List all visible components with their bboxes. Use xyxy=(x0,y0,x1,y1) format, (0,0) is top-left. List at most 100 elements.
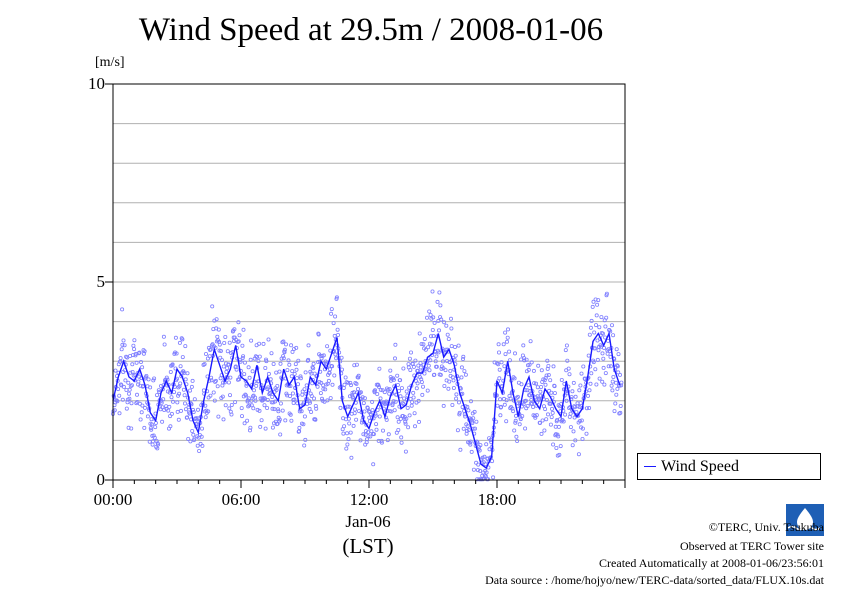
sample-point xyxy=(610,379,615,384)
sample-point xyxy=(600,351,605,356)
sample-point xyxy=(156,442,161,447)
sample-point xyxy=(393,399,398,404)
sample-point xyxy=(459,365,464,370)
sample-point xyxy=(152,376,157,381)
sample-point xyxy=(427,368,432,373)
sample-point xyxy=(203,403,208,408)
sample-point xyxy=(278,361,283,366)
sample-point xyxy=(499,360,504,365)
sample-point xyxy=(217,342,222,347)
sample-point xyxy=(221,364,226,369)
legend-label: Wind Speed xyxy=(661,458,740,475)
credit-site: Observed at TERC Tower site xyxy=(679,539,824,553)
sample-point xyxy=(556,434,561,439)
sample-point xyxy=(306,343,311,348)
sample-point xyxy=(414,386,419,391)
sample-point xyxy=(129,383,134,388)
sample-point xyxy=(344,446,349,451)
sample-point xyxy=(470,420,475,425)
sample-point xyxy=(577,388,582,393)
sample-point xyxy=(124,387,129,392)
sample-point xyxy=(567,414,572,419)
sample-point xyxy=(274,387,279,392)
sample-point xyxy=(515,438,520,443)
sample-point xyxy=(558,444,563,449)
sample-point xyxy=(346,380,351,385)
sample-point xyxy=(449,344,454,349)
sample-point xyxy=(120,307,125,312)
tick-marks xyxy=(105,83,626,488)
sample-point xyxy=(372,388,377,393)
sample-point xyxy=(129,426,134,431)
sample-point xyxy=(257,408,262,413)
sample-point xyxy=(581,364,586,369)
sample-point xyxy=(125,400,130,405)
sample-point xyxy=(223,334,228,339)
sample-point xyxy=(513,420,518,425)
sample-point xyxy=(551,442,556,447)
sample-point xyxy=(616,352,621,357)
sample-point xyxy=(384,399,389,404)
sample-point xyxy=(234,367,239,372)
sample-point xyxy=(499,404,504,409)
sample-point xyxy=(152,435,157,440)
sample-point xyxy=(352,407,357,412)
sample-point xyxy=(419,341,424,346)
sample-point xyxy=(429,342,434,347)
sample-point xyxy=(504,398,509,403)
sample-point xyxy=(243,393,248,398)
sample-point xyxy=(191,409,196,414)
sample-point xyxy=(149,427,154,432)
sample-point xyxy=(242,372,247,377)
sample-point xyxy=(550,406,555,411)
sample-point xyxy=(313,403,318,408)
sample-point xyxy=(327,370,332,375)
sample-point xyxy=(408,367,413,372)
sample-point xyxy=(191,432,196,437)
sample-point xyxy=(513,351,518,356)
sample-point xyxy=(418,375,423,380)
sample-point xyxy=(382,390,387,395)
sample-point xyxy=(615,363,620,368)
sample-point xyxy=(251,406,256,411)
sample-point xyxy=(354,417,359,422)
sample-point xyxy=(427,309,432,314)
sample-point xyxy=(218,348,223,353)
sample-point xyxy=(544,417,549,422)
sample-point xyxy=(214,317,219,322)
sample-point xyxy=(526,367,531,372)
sample-point xyxy=(239,406,244,411)
sample-point xyxy=(219,358,224,363)
sample-point xyxy=(202,362,207,367)
sample-point xyxy=(445,332,450,337)
sample-point xyxy=(569,395,574,400)
sample-point xyxy=(170,362,175,367)
sample-point xyxy=(342,424,347,429)
sample-point xyxy=(459,375,464,380)
sample-point xyxy=(586,393,591,398)
sample-point xyxy=(144,373,149,378)
sample-point xyxy=(253,398,258,403)
sample-point xyxy=(346,437,351,442)
sample-point xyxy=(229,412,234,417)
sample-point xyxy=(428,312,433,317)
sample-point xyxy=(158,383,163,388)
sample-point xyxy=(213,378,218,383)
sample-point xyxy=(248,357,253,362)
sample-point xyxy=(142,425,147,430)
sample-point xyxy=(292,371,297,376)
sample-point xyxy=(206,409,211,414)
sample-point xyxy=(302,387,307,392)
sample-point xyxy=(406,362,411,367)
sample-point xyxy=(207,354,212,359)
sample-point xyxy=(546,363,551,368)
sample-point xyxy=(284,391,289,396)
sample-point xyxy=(177,340,182,345)
sample-point xyxy=(290,391,295,396)
sample-point xyxy=(483,462,488,467)
sample-point xyxy=(597,376,602,381)
sample-point xyxy=(333,314,338,319)
sample-point xyxy=(376,383,381,388)
sample-point xyxy=(229,402,234,407)
x-tick-label: 00:00 xyxy=(93,490,133,509)
